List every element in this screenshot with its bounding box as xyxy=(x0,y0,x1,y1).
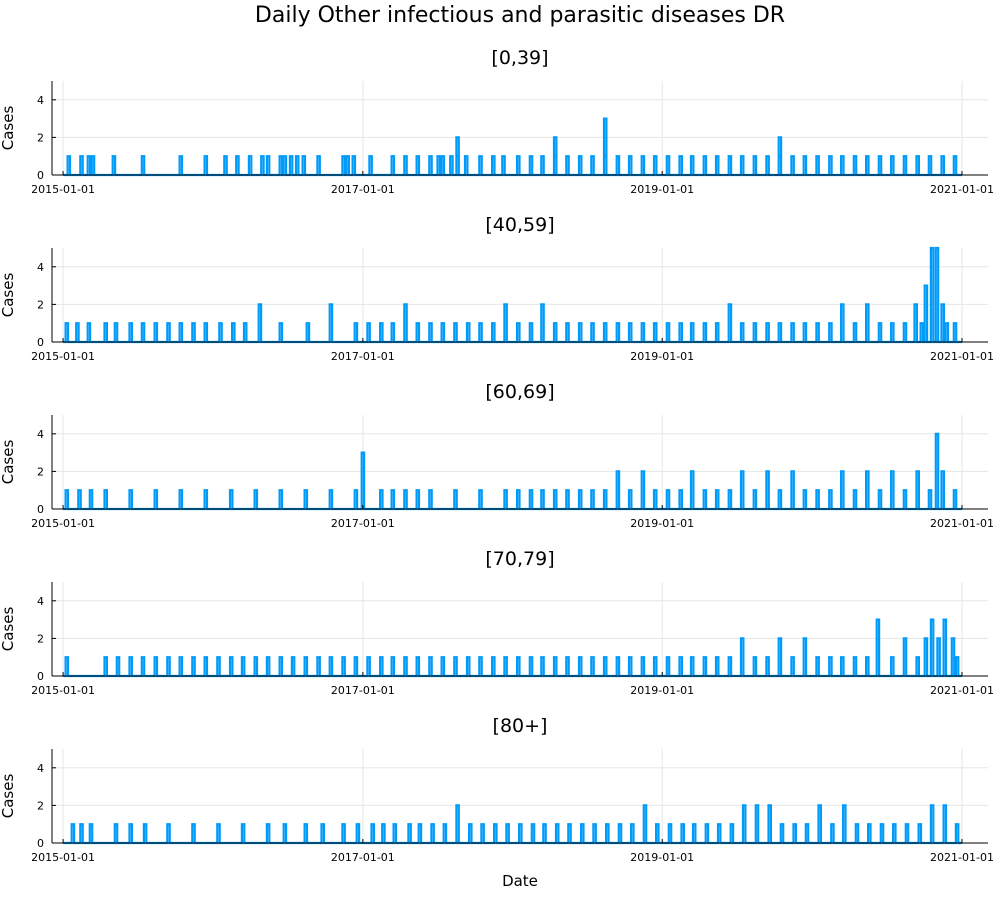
subplot-3: [60,69] Cases 0 2 4 2015-01-01 2017-01-01 2019-… xyxy=(0,381,994,530)
x-tick-label: 2015-01-01 xyxy=(31,183,95,196)
y-axis-label: Cases xyxy=(0,106,17,151)
y-axis-label: Cases xyxy=(0,774,17,819)
x-tick-label: 2021-01-01 xyxy=(930,350,994,363)
subplot-grid: [0,39] Cases 0 2 4 2015-01-01 2017-01-01 2019-0… xyxy=(0,47,994,864)
y-tick-label: 0 xyxy=(37,837,44,850)
subplot-4: [70,79] Cases 0 2 4 2015-01-01 2017-01-01 2019-… xyxy=(0,548,994,697)
y-axis-label: Cases xyxy=(0,440,17,485)
y-tick-label: 0 xyxy=(37,169,44,182)
x-tick-label: 2017-01-01 xyxy=(331,350,395,363)
panel-title: [40,59] xyxy=(485,214,554,236)
x-tick-label: 2017-01-01 xyxy=(331,183,395,196)
y-tick-label: 4 xyxy=(37,94,44,107)
y-tick-label: 4 xyxy=(37,428,44,441)
x-tick-label: 2015-01-01 xyxy=(31,517,95,530)
x-tick-label: 2019-01-01 xyxy=(630,350,694,363)
x-tick-label: 2017-01-01 xyxy=(331,517,395,530)
panel-title: [80+] xyxy=(493,715,548,737)
series-line xyxy=(63,804,962,845)
subplot-1: [0,39] Cases 0 2 4 2015-01-01 2017-01-01 2019-0… xyxy=(0,47,994,196)
x-axis-label: Date xyxy=(502,872,538,890)
y-tick-label: 2 xyxy=(37,799,44,812)
x-tick-label: 2021-01-01 xyxy=(930,684,994,697)
panel-title: [70,79] xyxy=(485,548,554,570)
x-tick-label: 2019-01-01 xyxy=(630,517,694,530)
y-tick-label: 4 xyxy=(37,762,44,775)
y-tick-label: 2 xyxy=(37,298,44,311)
y-tick-label: 0 xyxy=(37,503,44,516)
y-tick-label: 0 xyxy=(37,670,44,683)
series-line xyxy=(63,618,962,678)
y-tick-label: 2 xyxy=(37,131,44,144)
x-tick-label: 2019-01-01 xyxy=(630,684,694,697)
y-tick-label: 4 xyxy=(37,595,44,608)
y-tick-label: 2 xyxy=(37,465,44,478)
x-tick-label: 2017-01-01 xyxy=(331,684,395,697)
y-axis-label: Cases xyxy=(0,607,17,652)
subplot-5: [80+] Cases 0 2 4 2015-01-01 2017-01-01 2019-01… xyxy=(0,715,994,864)
chart-title: Daily Other infectious and parasitic dis… xyxy=(255,3,785,28)
x-tick-label: 2015-01-01 xyxy=(31,851,95,864)
series-line xyxy=(63,117,962,177)
x-tick-label: 2015-01-01 xyxy=(31,350,95,363)
series-line xyxy=(63,246,962,344)
y-tick-label: 2 xyxy=(37,632,44,645)
x-tick-label: 2015-01-01 xyxy=(31,684,95,697)
x-tick-label: 2021-01-01 xyxy=(930,851,994,864)
y-tick-label: 4 xyxy=(37,261,44,274)
y-axis-label: Cases xyxy=(0,273,17,318)
subplot-2: [40,59] Cases 0 2 4 2015-01-01 2017-01-01 2019-… xyxy=(0,214,994,363)
x-tick-label: 2019-01-01 xyxy=(630,851,694,864)
x-tick-label: 2021-01-01 xyxy=(930,517,994,530)
x-tick-label: 2019-01-01 xyxy=(630,183,694,196)
x-tick-label: 2017-01-01 xyxy=(331,851,395,864)
panel-title: [60,69] xyxy=(485,381,554,403)
panel-title: [0,39] xyxy=(491,47,548,69)
x-tick-label: 2021-01-01 xyxy=(930,183,994,196)
y-tick-label: 0 xyxy=(37,336,44,349)
